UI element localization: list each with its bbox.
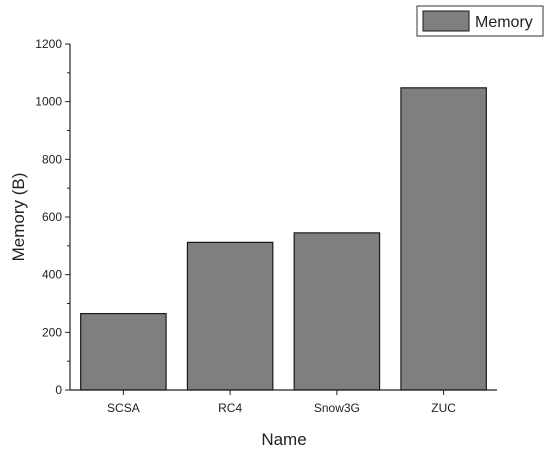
x-axis: SCSA RC4 Snow3G ZUC: [70, 389, 497, 415]
bar-scsa: [80, 312, 167, 391]
y-tick-label: 800: [42, 152, 62, 166]
y-tick-label: 600: [42, 210, 62, 224]
legend: Memory: [416, 5, 544, 37]
x-tick-label: ZUC: [431, 401, 456, 415]
y-tick-label: 200: [42, 325, 62, 339]
bar-snow3g: [293, 232, 381, 391]
legend-swatch-memory: [422, 10, 470, 32]
legend-label-memory: Memory: [475, 14, 533, 31]
y-tick-label: 1200: [35, 37, 62, 51]
bar-rc4: [186, 241, 274, 391]
y-axis-title: Memory (B): [9, 173, 28, 262]
bar-zuc: [400, 87, 487, 391]
bars-group: [80, 87, 487, 391]
x-tick-label: SCSA: [107, 401, 140, 415]
y-tick-label: 0: [55, 383, 62, 397]
x-tick-label: Snow3G: [314, 401, 360, 415]
x-tick-label: RC4: [218, 401, 242, 415]
x-axis-title: Name: [261, 430, 306, 449]
y-tick-label: 400: [42, 268, 62, 282]
y-axis: 0 200 400 600 800 1000 1200: [35, 37, 71, 397]
y-tick-label: 1000: [35, 95, 62, 109]
